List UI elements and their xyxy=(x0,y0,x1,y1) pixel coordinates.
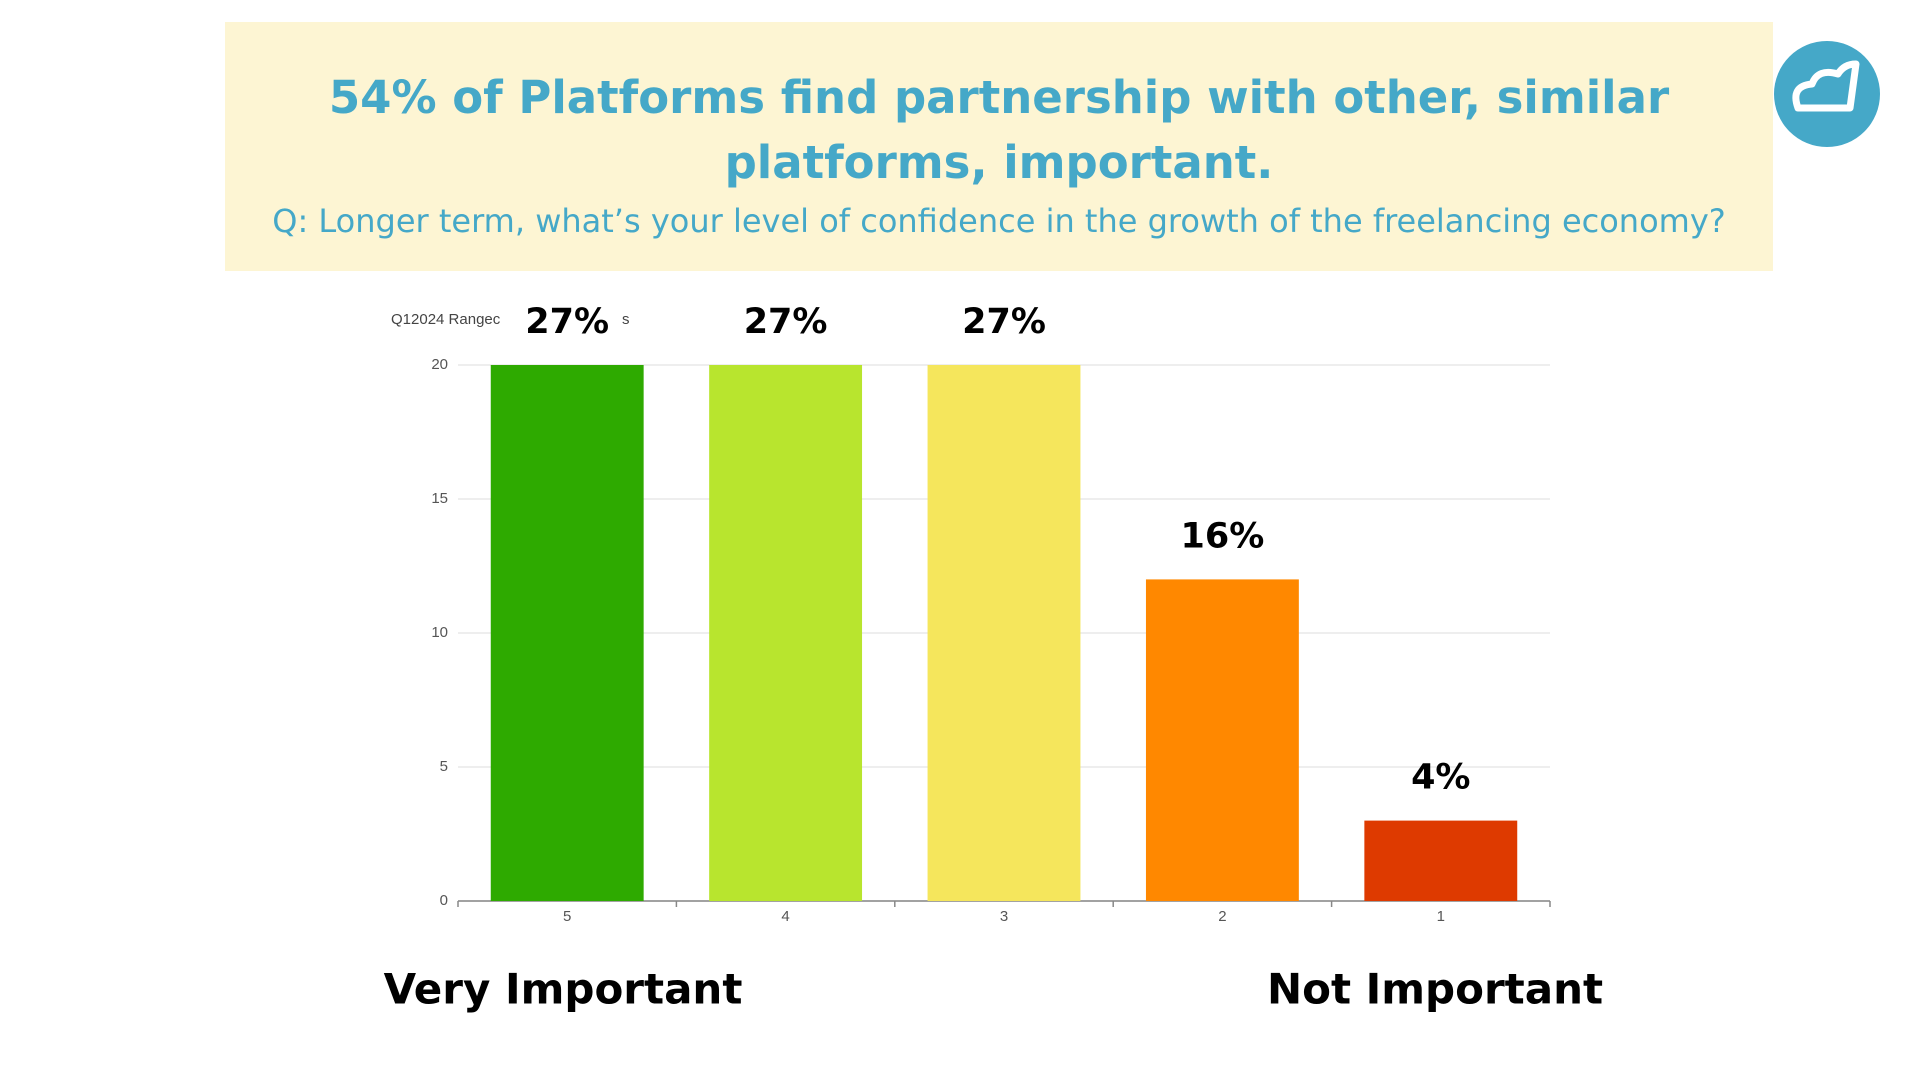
legend-fragment: s xyxy=(622,311,630,328)
data-label: 4% xyxy=(1411,758,1470,798)
bar xyxy=(927,365,1081,901)
data-label: 27% xyxy=(744,302,828,342)
y-tick-label: 5 xyxy=(440,758,448,775)
bar xyxy=(709,365,863,901)
legend-fragment: Q12024 Rangec xyxy=(391,311,501,328)
scale-label: Very Important xyxy=(384,965,743,1014)
x-tick-label: 1 xyxy=(1437,908,1445,925)
y-tick-label: 20 xyxy=(431,356,448,373)
chart-title: platforms, important. xyxy=(725,136,1274,189)
x-tick-label: 4 xyxy=(781,908,789,925)
logo xyxy=(1774,41,1880,147)
x-tick-label: 3 xyxy=(1000,908,1008,925)
data-label: 16% xyxy=(1181,516,1265,556)
scale-label: Not Important xyxy=(1267,965,1603,1014)
chart-title: 54% of Platforms find partnership with o… xyxy=(329,71,1670,124)
bar xyxy=(1145,579,1299,901)
y-tick-label: 15 xyxy=(431,490,448,507)
chart-subtitle: Q: Longer term, what’s your level of con… xyxy=(272,202,1726,240)
y-tick-label: 10 xyxy=(431,624,448,641)
y-tick-label: 0 xyxy=(440,892,448,909)
x-tick-label: 2 xyxy=(1218,908,1226,925)
data-label: 27% xyxy=(962,302,1046,342)
bar xyxy=(1364,820,1518,901)
x-tick-label: 5 xyxy=(563,908,571,925)
data-label: 27% xyxy=(525,302,609,342)
bar xyxy=(490,365,644,901)
banner xyxy=(225,22,1773,271)
